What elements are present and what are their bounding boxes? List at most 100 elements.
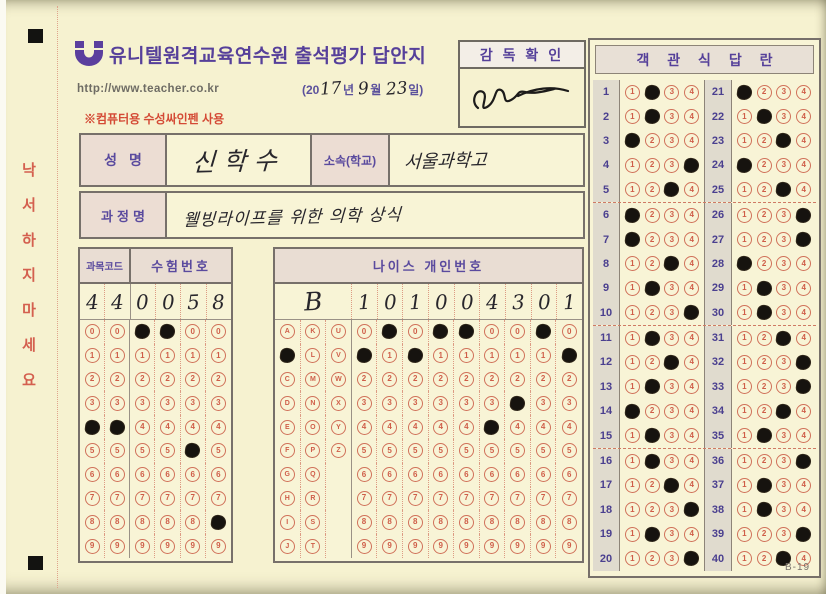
timing-mark-bottom [28, 556, 43, 570]
neis-bubble-cell: 8 [454, 510, 480, 535]
bubble-neis-letter-I: I [279, 514, 295, 530]
neis-bubble-cell: 1 [403, 343, 429, 368]
neis-bubble-cell: 5 [403, 438, 429, 463]
bubble-q4-1: 1 [624, 157, 640, 173]
bubble-q40-4: 4 [796, 551, 812, 567]
answer-row: 201234401234 [593, 546, 816, 571]
bubble-neis-d4-2: 2 [433, 371, 449, 387]
bubble-q38-2: 2 [755, 501, 773, 519]
question-number: 10 [593, 300, 620, 325]
neis-bubble-cell: P [301, 438, 327, 463]
bubble-code-c1-8: 8 [84, 514, 100, 530]
code-bubble-cell: 2 [206, 368, 231, 392]
neis-bubble-cell: 1 [352, 343, 378, 368]
code-bubble-cell: 4 [181, 415, 206, 439]
bubble-q9-4: 4 [684, 280, 700, 296]
bubble-neis-d7-2: 2 [510, 371, 526, 387]
neis-bubble-cell: M [301, 367, 327, 392]
code-bubble-cell: 3 [155, 391, 181, 416]
question-number: 20 [593, 546, 620, 571]
neis-bubble-cell: 8 [403, 510, 429, 535]
bubble-neis-d2-1: 1 [382, 348, 398, 364]
code-digit-handwritten: 0 [161, 289, 176, 314]
code-written-digit: 4 [80, 284, 106, 319]
bubble-q7-3: 3 [664, 232, 680, 248]
question-number: 24 [705, 153, 732, 178]
bubble-q15-1: 1 [624, 428, 640, 444]
code-bubble-cell: 6 [155, 462, 181, 487]
neis-bubble-cell: 2 [556, 368, 582, 392]
bubble-neis-d5-5: 5 [458, 443, 474, 459]
bubble-neis-letter-Q: Q [305, 467, 321, 483]
bubble-q18-3: 3 [664, 502, 680, 518]
neis-bubble-cell: C [275, 367, 301, 392]
bubble-q19-3: 3 [664, 526, 680, 542]
bubble-code-c3-0: 0 [133, 323, 151, 341]
code-bubble-cell: 7 [130, 486, 156, 511]
margin-char: 마 [22, 302, 36, 319]
code-digit-handwritten: 8 [211, 289, 226, 314]
bubble-q13-2: 2 [643, 378, 661, 396]
neis-bubble-cell: 7 [556, 487, 582, 511]
question-number: 33 [705, 374, 732, 400]
neis-bubble-cell: 1 [429, 343, 455, 368]
bubble-neis-d6-4: 4 [483, 418, 501, 436]
bubble-code-c3-9: 9 [134, 538, 150, 554]
bubble-neis-d2-6: 6 [382, 467, 398, 483]
bubble-code-c4-4: 4 [160, 419, 176, 435]
bubble-neis-d2-3: 3 [382, 395, 398, 411]
date-day-handwritten: 23 [384, 78, 408, 100]
bubble-q16-1: 1 [624, 453, 640, 469]
bubble-q33-1: 1 [736, 379, 752, 395]
code-bubble-cell: 3 [130, 391, 156, 416]
code-bubble-cell: 5 [155, 438, 181, 463]
neis-bubble-cell: 2 [403, 367, 429, 392]
bubble-q29-1: 1 [736, 280, 752, 296]
bubble-neis-letter-L: L [305, 348, 321, 364]
bubble-q38-3: 3 [776, 502, 792, 518]
neis-digit-handwritten: 0 [460, 289, 475, 314]
bubble-neis-d3-9: 9 [407, 538, 423, 554]
bubble-q24-3: 3 [776, 157, 792, 173]
bubble-q14-1: 1 [623, 402, 641, 420]
neis-written-digit: 0 [429, 284, 455, 319]
bubble-neis-d5-8: 8 [458, 514, 474, 530]
neis-bubble-cell: 1 [556, 344, 582, 368]
neis-bubble-cell: 6 [556, 463, 582, 487]
bubble-neis-d2-5: 5 [382, 443, 398, 459]
bubble-q14-3: 3 [664, 403, 680, 419]
question-number: 14 [593, 399, 620, 424]
bubble-code-c3-6: 6 [134, 467, 150, 483]
bubble-neis-d1-5: 5 [356, 443, 372, 459]
bubble-code-c5-8: 8 [185, 514, 201, 530]
bubble-code-c5-7: 7 [185, 490, 201, 506]
bubble-neis-d3-2: 2 [407, 371, 423, 387]
neis-bubble-cell: 0 [454, 320, 480, 344]
answer-row: 191234391234 [593, 522, 816, 547]
bubble-neis-d7-8: 8 [510, 514, 526, 530]
bubble-q1-2: 2 [643, 83, 661, 101]
answer-row: 101234301234 [593, 300, 816, 326]
bubble-code-c5-0: 0 [185, 324, 201, 340]
neis-bubble-cell: 6 [377, 462, 403, 487]
code-digit-handwritten: 0 [135, 289, 150, 314]
code-bubble-cell: 5 [105, 438, 131, 463]
bubble-q13-1: 1 [624, 379, 640, 395]
bubble-q12-1: 1 [624, 354, 640, 370]
question-number: 3 [593, 128, 620, 154]
code-written-digit: 4 [105, 284, 131, 319]
code-bubble-cell: 8 [105, 510, 131, 535]
bubble-neis-d3-8: 8 [407, 514, 423, 530]
bubble-neis-letter-S: S [305, 514, 321, 530]
neis-bubble-cell: D [275, 391, 301, 416]
neis-written-digit: 1 [403, 284, 430, 319]
neis-digit-handwritten: 4 [485, 289, 500, 314]
bubble-q31-1: 1 [736, 330, 752, 346]
question-number: 25 [705, 177, 732, 202]
